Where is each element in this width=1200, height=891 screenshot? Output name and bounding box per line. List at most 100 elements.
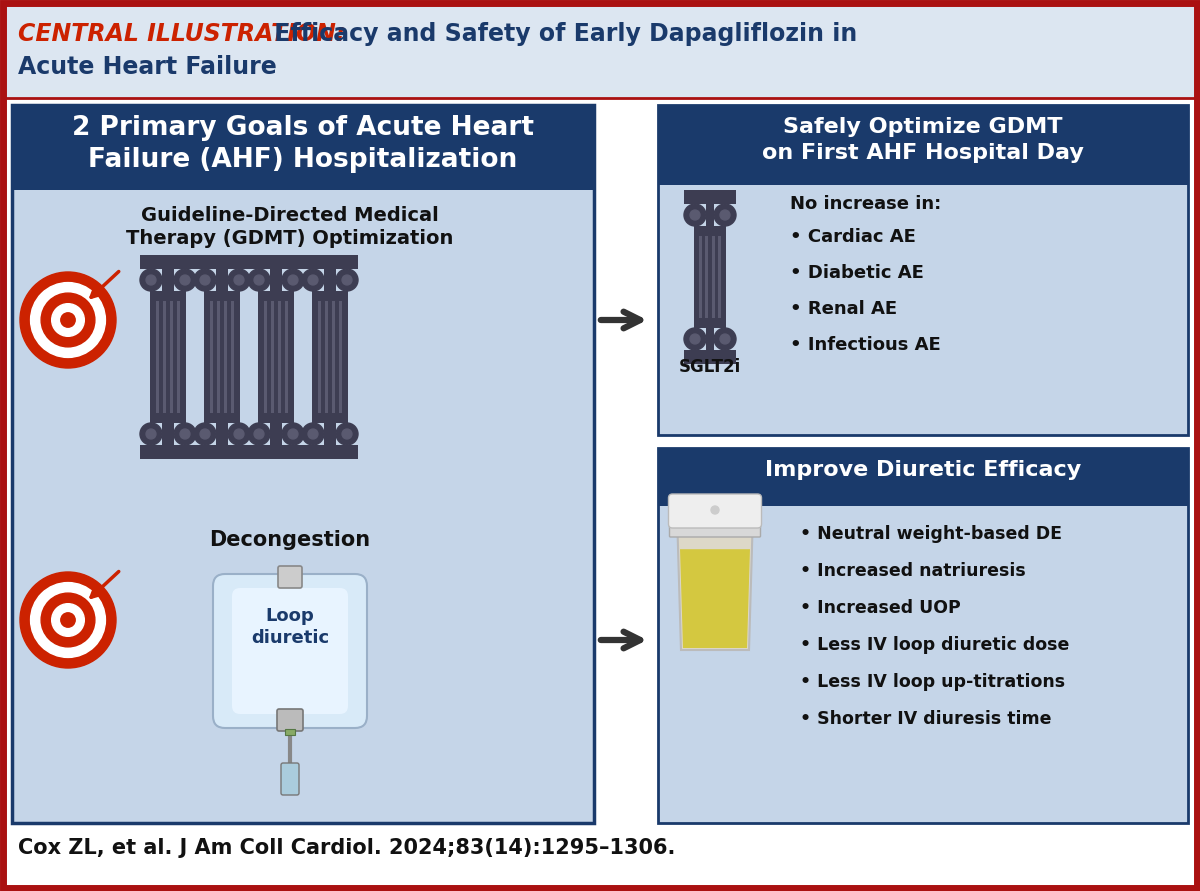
FancyBboxPatch shape (162, 269, 174, 291)
Circle shape (20, 572, 116, 668)
FancyBboxPatch shape (278, 566, 302, 588)
FancyBboxPatch shape (224, 301, 227, 413)
FancyBboxPatch shape (278, 301, 281, 413)
Text: Guideline-Directed Medical
Therapy (GDMT) Optimization: Guideline-Directed Medical Therapy (GDMT… (126, 206, 454, 249)
Circle shape (61, 613, 76, 627)
FancyBboxPatch shape (150, 299, 186, 415)
Circle shape (288, 275, 298, 285)
FancyBboxPatch shape (332, 301, 335, 413)
FancyBboxPatch shape (150, 291, 186, 299)
FancyBboxPatch shape (204, 415, 240, 423)
Circle shape (41, 593, 95, 647)
FancyBboxPatch shape (150, 415, 186, 423)
FancyBboxPatch shape (694, 234, 726, 320)
FancyBboxPatch shape (162, 423, 174, 445)
Text: • Shorter IV diuresis time: • Shorter IV diuresis time (800, 710, 1051, 728)
Circle shape (234, 429, 244, 439)
Circle shape (714, 204, 736, 226)
Text: No increase in:: No increase in: (790, 195, 941, 213)
Circle shape (282, 269, 304, 291)
Text: • Infectious AE: • Infectious AE (790, 336, 941, 354)
Circle shape (146, 429, 156, 439)
Circle shape (690, 210, 700, 220)
Circle shape (180, 275, 190, 285)
Circle shape (342, 429, 352, 439)
Circle shape (684, 204, 706, 226)
Circle shape (714, 328, 736, 350)
FancyBboxPatch shape (258, 291, 294, 299)
FancyBboxPatch shape (156, 301, 158, 413)
Text: 2 Primary Goals of Acute Heart
Failure (AHF) Hospitalization: 2 Primary Goals of Acute Heart Failure (… (72, 115, 534, 173)
Circle shape (20, 272, 116, 368)
FancyBboxPatch shape (270, 269, 282, 291)
FancyBboxPatch shape (684, 350, 736, 364)
Circle shape (52, 604, 84, 636)
FancyBboxPatch shape (718, 236, 721, 318)
Circle shape (194, 269, 216, 291)
Text: • Cardiac AE: • Cardiac AE (790, 228, 916, 246)
Circle shape (302, 423, 324, 445)
Text: SGLT2i: SGLT2i (679, 358, 742, 376)
Circle shape (140, 269, 162, 291)
FancyBboxPatch shape (258, 415, 294, 423)
FancyBboxPatch shape (210, 301, 212, 413)
FancyBboxPatch shape (694, 226, 726, 234)
Polygon shape (678, 522, 752, 650)
FancyBboxPatch shape (694, 320, 726, 328)
Circle shape (234, 275, 244, 285)
FancyBboxPatch shape (204, 291, 240, 299)
Text: CENTRAL ILLUSTRATION:: CENTRAL ILLUSTRATION: (18, 22, 346, 46)
Circle shape (52, 304, 84, 336)
Circle shape (720, 334, 730, 344)
Circle shape (248, 423, 270, 445)
FancyBboxPatch shape (668, 494, 762, 528)
Text: • Increased UOP: • Increased UOP (800, 599, 961, 617)
Circle shape (308, 275, 318, 285)
FancyBboxPatch shape (318, 301, 320, 413)
FancyBboxPatch shape (232, 588, 348, 714)
Polygon shape (680, 549, 750, 648)
FancyBboxPatch shape (248, 445, 304, 459)
Circle shape (710, 506, 719, 514)
Text: Decongestion: Decongestion (210, 530, 371, 550)
Circle shape (140, 423, 162, 445)
FancyBboxPatch shape (163, 301, 166, 413)
FancyBboxPatch shape (140, 445, 196, 459)
Text: • Less IV loop diuretic dose: • Less IV loop diuretic dose (800, 636, 1069, 654)
Text: • Renal AE: • Renal AE (790, 300, 898, 318)
FancyBboxPatch shape (2, 3, 1198, 98)
Circle shape (228, 423, 250, 445)
FancyBboxPatch shape (264, 301, 266, 413)
FancyBboxPatch shape (698, 236, 702, 318)
FancyBboxPatch shape (706, 236, 708, 318)
FancyBboxPatch shape (258, 299, 294, 415)
FancyBboxPatch shape (324, 423, 336, 445)
FancyBboxPatch shape (312, 299, 348, 415)
Circle shape (336, 423, 358, 445)
Circle shape (336, 269, 358, 291)
FancyBboxPatch shape (281, 763, 299, 795)
FancyBboxPatch shape (286, 729, 295, 735)
FancyBboxPatch shape (658, 506, 1188, 823)
FancyBboxPatch shape (658, 448, 1188, 506)
FancyBboxPatch shape (204, 299, 240, 415)
Circle shape (282, 423, 304, 445)
FancyBboxPatch shape (312, 291, 348, 299)
FancyBboxPatch shape (216, 269, 228, 291)
Circle shape (684, 328, 706, 350)
FancyBboxPatch shape (248, 255, 304, 269)
FancyBboxPatch shape (217, 301, 220, 413)
Circle shape (690, 334, 700, 344)
Text: • Increased natriuresis: • Increased natriuresis (800, 562, 1026, 580)
Circle shape (41, 293, 95, 347)
FancyBboxPatch shape (670, 517, 761, 537)
Circle shape (30, 282, 106, 357)
Text: Acute Heart Failure: Acute Heart Failure (18, 55, 277, 79)
FancyBboxPatch shape (312, 415, 348, 423)
FancyBboxPatch shape (12, 190, 594, 823)
Text: Improve Diuretic Efficacy: Improve Diuretic Efficacy (764, 460, 1081, 480)
Circle shape (194, 423, 216, 445)
Circle shape (254, 275, 264, 285)
FancyBboxPatch shape (271, 301, 274, 413)
FancyBboxPatch shape (302, 255, 358, 269)
